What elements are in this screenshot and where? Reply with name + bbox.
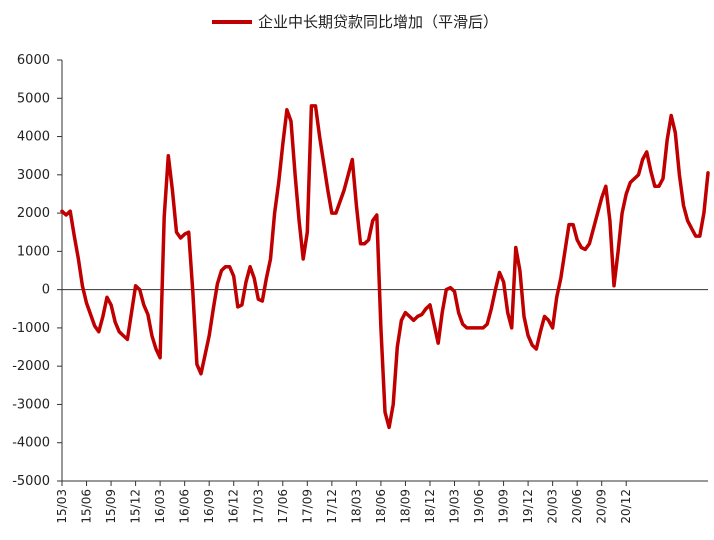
x-tick-label: 18/03 <box>349 489 363 524</box>
x-axis: 15/03 15/06 15/09 15/12 16/03 16/06 16/09 16/12… <box>55 480 708 524</box>
legend-label: 企业中长期贷款同比增加（平滑后） <box>258 13 498 31</box>
x-tick-label: 19/12 <box>521 489 535 524</box>
x-tick-label: 17/03 <box>251 489 265 524</box>
series-line <box>60 104 710 430</box>
x-tick-label: 18/12 <box>423 489 437 524</box>
x-tick-label: 17/09 <box>300 489 314 524</box>
x-tick-label: 20/09 <box>595 489 609 524</box>
x-tick-label: 16/03 <box>153 489 167 524</box>
y-tick-label: 6000 <box>17 53 50 68</box>
legend: 企业中长期贷款同比增加（平滑后） <box>212 13 498 31</box>
x-tick-label: 20/03 <box>546 489 560 524</box>
y-tick-label: 2000 <box>17 206 50 221</box>
x-tick-label: 16/12 <box>227 489 241 524</box>
y-tick-label: -1000 <box>12 321 50 336</box>
y-tick-label: -5000 <box>12 474 50 489</box>
x-tick-label: 16/06 <box>178 489 192 524</box>
x-tick-label: 18/09 <box>398 489 412 524</box>
x-tick-label: 20/06 <box>570 489 584 524</box>
y-tick-label: 0 <box>42 283 50 298</box>
x-tick-label: 15/09 <box>104 489 118 524</box>
y-axis: 6000 5000 4000 3000 2000 1000 0 -1000 -2000 -3000… <box>12 53 63 489</box>
y-tick-label: 5000 <box>17 91 50 106</box>
x-tick-label: 15/06 <box>80 489 94 524</box>
y-tick-label: 3000 <box>17 168 50 183</box>
x-tick-label: 18/06 <box>374 489 388 524</box>
x-tick-label: 17/06 <box>276 489 290 524</box>
x-tick-label: 20/12 <box>619 489 633 524</box>
y-tick-label: 1000 <box>17 244 50 259</box>
series-group <box>60 104 710 430</box>
x-tick-label: 16/09 <box>202 489 216 524</box>
y-tick-label: -3000 <box>12 397 50 412</box>
y-tick-label: 4000 <box>17 130 50 145</box>
x-tick-label: 19/06 <box>472 489 486 524</box>
y-tick-label: -4000 <box>12 436 50 451</box>
x-tick-label: 17/12 <box>325 489 339 524</box>
x-tick-label: 19/03 <box>448 489 462 524</box>
x-tick-label: 19/09 <box>497 489 511 524</box>
x-tick-label: 15/12 <box>129 489 143 524</box>
x-tick-label: 15/03 <box>55 489 69 524</box>
y-tick-label: -2000 <box>12 359 50 374</box>
